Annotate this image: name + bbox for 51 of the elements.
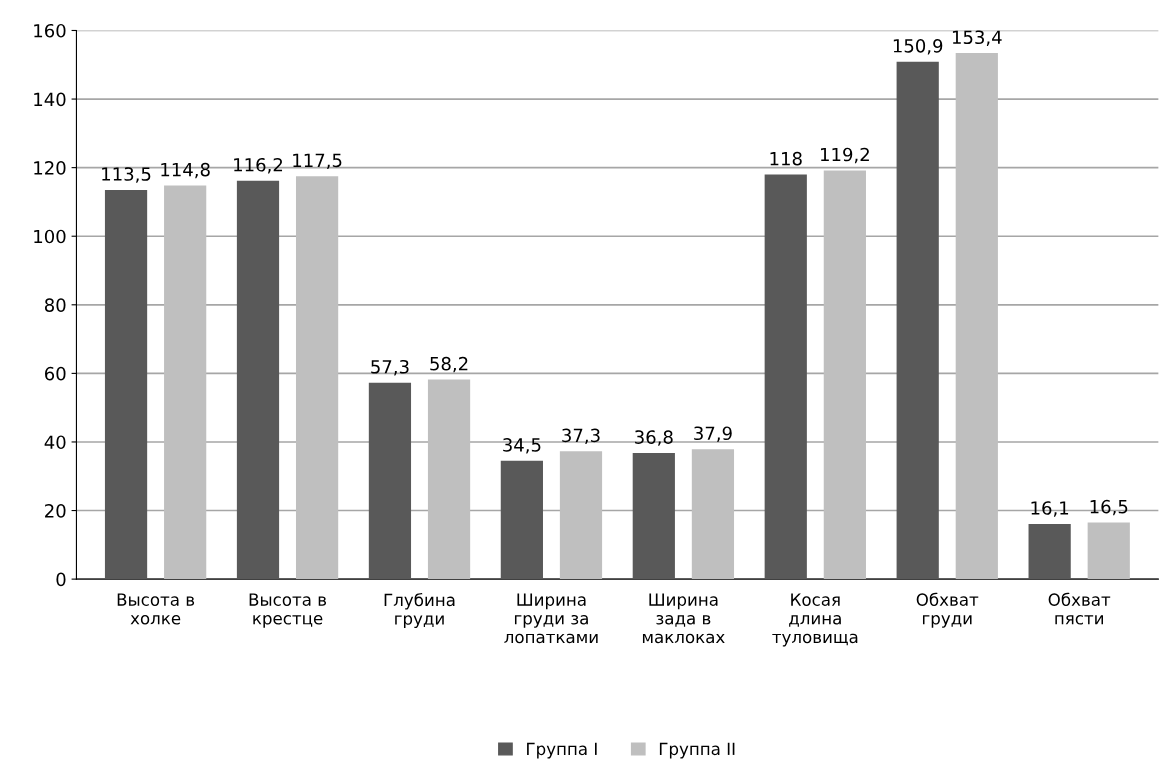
data-label: 37,3 — [562, 428, 600, 445]
bar — [632, 452, 675, 580]
x-tick-label: Обхват пясти — [1048, 592, 1111, 625]
legend-label: Группа I — [527, 742, 597, 759]
data-label: 16,1 — [1031, 501, 1069, 517]
data-label: 119,2 — [821, 147, 869, 164]
y-tick-label: 80 — [44, 298, 66, 312]
x-tick-label: Косая длина туловища — [772, 593, 858, 647]
y-tick-label: 60 — [45, 366, 66, 381]
bar — [295, 176, 339, 580]
x-tick-label: Глубина груди — [384, 593, 455, 629]
legend-label: Группа II — [659, 742, 735, 759]
bar — [368, 382, 412, 580]
data-label: 57,3 — [371, 359, 409, 376]
y-tick-label: 0 — [56, 572, 66, 587]
x-tick-label: Высота в крестце — [249, 593, 327, 628]
bar — [896, 61, 939, 580]
bar — [164, 185, 207, 580]
bar — [427, 379, 471, 580]
x-tick-label: Ширина зада в маклоках — [642, 593, 725, 644]
bar — [1087, 522, 1130, 580]
bar — [104, 189, 148, 580]
bar — [823, 170, 866, 580]
x-tick-label: Высота в холке — [117, 593, 195, 625]
data-label: 34,5 — [503, 438, 541, 454]
data-label: 58,2 — [430, 356, 468, 373]
x-tick-label: Обхват груди — [916, 592, 979, 628]
data-label: 117,5 — [293, 153, 342, 169]
data-label: 114,8 — [161, 162, 210, 179]
data-label: 118 — [770, 151, 802, 166]
data-label: 37,9 — [694, 426, 732, 442]
data-label: 113,5 — [102, 167, 151, 183]
data-label: 36,8 — [635, 430, 673, 446]
x-tick-label: Ширина груди за лопатками — [504, 593, 598, 644]
data-label: 153,4 — [952, 30, 1002, 46]
bar — [691, 449, 735, 580]
y-tick-label: 120 — [34, 161, 66, 175]
bar — [559, 451, 603, 580]
y-tick-label: 20 — [45, 504, 66, 518]
bar — [955, 53, 998, 580]
data-label: 116,2 — [234, 157, 283, 174]
data-label: 16,5 — [1090, 499, 1128, 516]
bar — [1028, 523, 1071, 580]
y-tick-label: 140 — [34, 92, 66, 107]
bar — [236, 180, 280, 580]
y-tick-label: 40 — [44, 435, 66, 450]
y-tick-label: 160 — [34, 23, 66, 38]
bar — [764, 174, 807, 580]
y-tick-label: 100 — [34, 229, 66, 244]
bar — [500, 460, 543, 580]
data-label: 150,9 — [893, 38, 943, 55]
